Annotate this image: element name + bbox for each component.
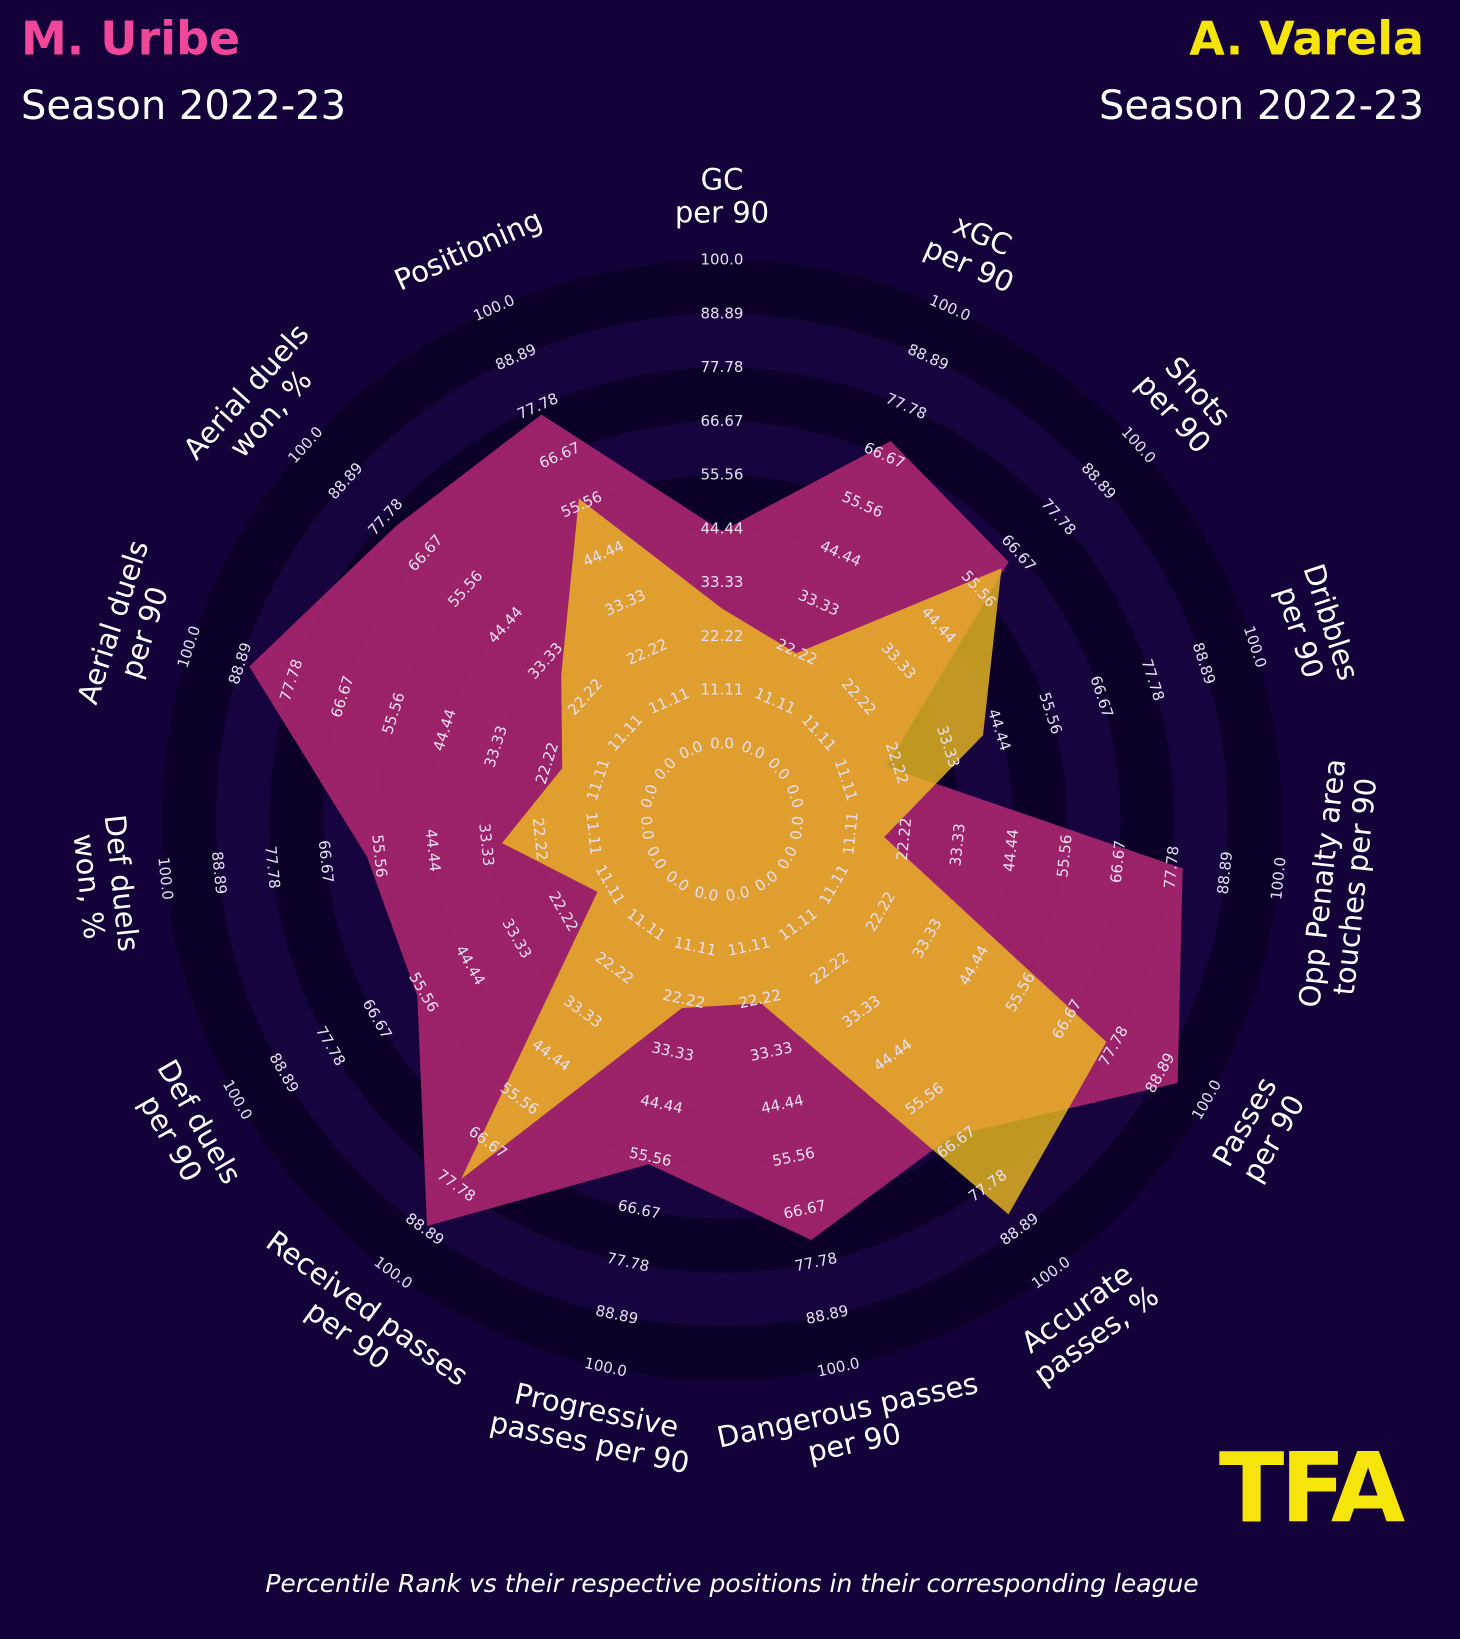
footnote: Percentile Rank vs their respective posi… [265, 1569, 1198, 1598]
tick-label: 100.0 [1267, 856, 1289, 901]
tick-label: 11.11 [582, 811, 604, 856]
tick-label: 22.22 [893, 817, 915, 862]
tick-label: 0.0 [724, 883, 751, 906]
tick-label: 0.0 [710, 735, 734, 753]
tick-label: 77.78 [701, 358, 744, 376]
tick-label: 100.0 [154, 856, 176, 901]
tick-label: 11.11 [701, 681, 744, 699]
category-line: GC [701, 163, 744, 197]
tick-label: 33.33 [475, 822, 497, 867]
tick-label: 77.78 [1160, 845, 1182, 890]
tick-label: 77.78 [261, 845, 283, 890]
tick-label: 55.56 [701, 466, 744, 484]
tick-label: 22.22 [701, 627, 744, 645]
tick-label: 55.56 [368, 834, 390, 879]
tick-label: 11.11 [839, 811, 861, 856]
tick-label: 33.33 [946, 822, 968, 867]
tick-label: 88.89 [1214, 851, 1236, 896]
tick-label: 33.33 [701, 573, 744, 591]
tick-label: 22.22 [529, 817, 551, 862]
tick-label: 66.67 [701, 412, 744, 430]
tick-label: 0.0 [693, 883, 720, 906]
right-subtitle: Season 2022-23 [1099, 83, 1424, 129]
tick-label: 44.44 [701, 519, 744, 537]
tick-label: 55.56 [1053, 834, 1075, 879]
tick-label: 66.67 [1107, 839, 1129, 884]
tick-label: 44.44 [422, 828, 444, 873]
category-line: per 90 [675, 196, 769, 230]
tick-label: 88.89 [701, 304, 744, 322]
tick-label: 100.0 [701, 251, 744, 269]
left-subtitle: Season 2022-23 [21, 83, 346, 129]
legend-left-title: M. Uribe [21, 12, 240, 66]
tick-label: 0.0 [787, 815, 807, 841]
polygons [249, 414, 1183, 1240]
logo: TFA [1219, 1432, 1405, 1544]
series-area [461, 498, 1107, 1215]
tick-label: 66.67 [315, 839, 337, 884]
category-label: Def duelswon, % [65, 813, 146, 957]
tick-label: 0.0 [637, 815, 657, 841]
tick-label: 44.44 [1000, 828, 1022, 873]
tick-label: 88.89 [208, 851, 230, 896]
legend-right-title: A. Varela [1189, 12, 1424, 66]
category-label: GC per 90 [675, 163, 769, 230]
